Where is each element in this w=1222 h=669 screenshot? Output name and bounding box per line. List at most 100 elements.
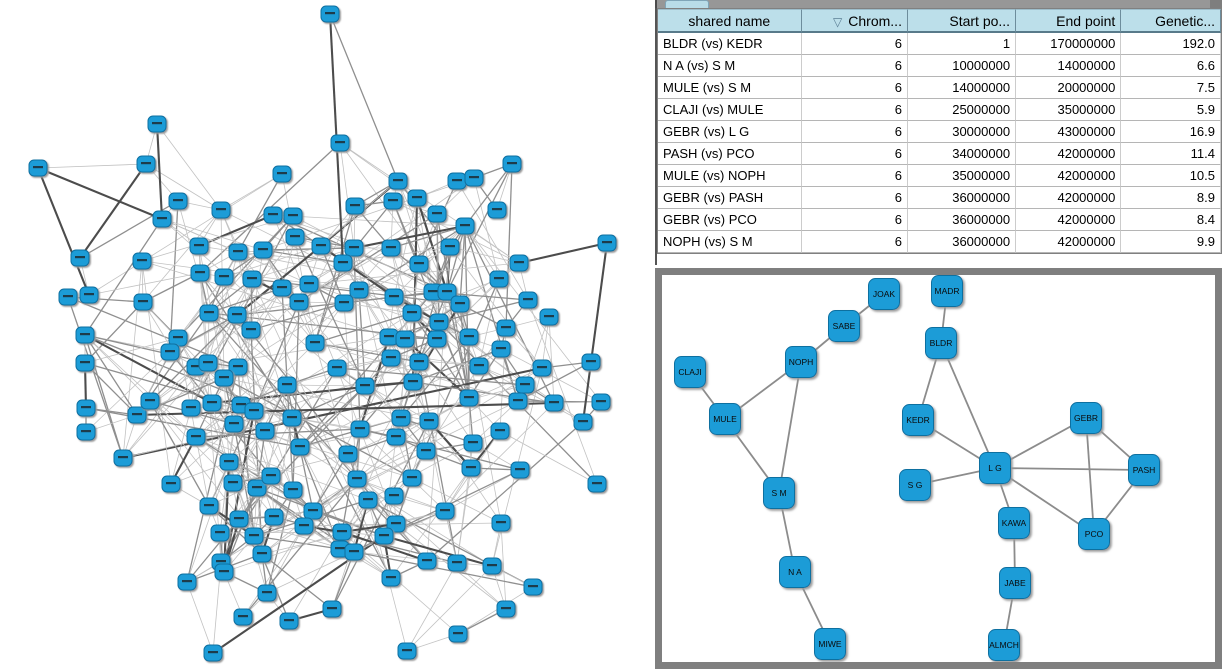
table-cell[interactable]: 20000000 <box>1016 77 1122 99</box>
column-header-shared-name[interactable]: shared name <box>658 9 802 33</box>
table-cell[interactable]: 36000000 <box>907 231 1017 253</box>
table-cell[interactable]: 14000000 <box>907 77 1017 99</box>
table-row[interactable]: NOPH (vs) S M 6 36000000 42000000 9.9 <box>658 231 1221 253</box>
main-graph-node[interactable] <box>75 354 95 372</box>
main-graph-node[interactable] <box>409 255 429 273</box>
main-graph-node[interactable] <box>330 134 350 152</box>
main-graph-node[interactable] <box>252 545 272 563</box>
main-graph-node[interactable] <box>261 467 281 485</box>
main-graph-node[interactable] <box>379 328 399 346</box>
main-graph-node[interactable] <box>435 502 455 520</box>
main-graph-node[interactable] <box>496 600 516 618</box>
main-graph-node[interactable] <box>459 389 479 407</box>
main-graph-node[interactable] <box>253 241 273 259</box>
column-header-start-point[interactable]: Start po... <box>907 9 1017 33</box>
main-graph-node[interactable] <box>272 165 292 183</box>
main-graph-node[interactable] <box>214 563 234 581</box>
main-graph-node[interactable] <box>277 376 297 394</box>
table-cell[interactable]: 42000000 <box>1016 209 1122 231</box>
detail-node-almch[interactable]: ALMCH <box>988 629 1020 661</box>
main-graph-node[interactable] <box>482 557 502 575</box>
table-row[interactable]: PASH (vs) PCO 6 34000000 42000000 11.4 <box>658 143 1221 165</box>
main-graph-node[interactable] <box>113 449 133 467</box>
main-graph-node[interactable] <box>487 201 507 219</box>
main-graph-node[interactable] <box>228 358 248 376</box>
detail-node-mule[interactable]: MULE <box>709 403 741 435</box>
main-graph-node[interactable] <box>383 192 403 210</box>
main-graph-node[interactable] <box>76 399 96 417</box>
table-cell[interactable]: 35000000 <box>1016 99 1122 121</box>
table-cell[interactable]: 10000000 <box>907 55 1017 77</box>
detail-node-kedr[interactable]: KEDR <box>902 404 934 436</box>
main-graph-node[interactable] <box>199 497 219 515</box>
table-cell[interactable]: 30000000 <box>907 121 1017 143</box>
main-graph-node[interactable] <box>448 625 468 643</box>
main-graph-node[interactable] <box>419 412 439 430</box>
main-graph-node[interactable] <box>384 487 404 505</box>
detail-node-bldr[interactable]: BLDR <box>925 327 957 359</box>
main-graph-node[interactable] <box>303 502 323 520</box>
main-graph-node[interactable] <box>203 644 223 662</box>
main-graph-node[interactable] <box>334 294 354 312</box>
main-graph-node[interactable] <box>461 459 481 477</box>
main-graph-node[interactable] <box>242 270 262 288</box>
main-graph-node[interactable] <box>305 334 325 352</box>
main-graph-node[interactable] <box>427 205 447 223</box>
main-graph-node[interactable] <box>463 434 483 452</box>
main-graph-node[interactable] <box>381 569 401 587</box>
main-graph-node[interactable] <box>539 308 559 326</box>
main-graph-node[interactable] <box>429 313 449 331</box>
main-graph-node[interactable] <box>190 264 210 282</box>
column-header-end-point[interactable]: End point <box>1016 9 1122 33</box>
main-graph-node[interactable] <box>386 515 406 533</box>
main-graph-node[interactable] <box>140 392 160 410</box>
table-cell[interactable]: NOPH (vs) S M <box>658 231 802 253</box>
detail-node-sabe[interactable]: SABE <box>828 310 860 342</box>
main-graph-node[interactable] <box>573 413 593 431</box>
table-cell[interactable]: PASH (vs) PCO <box>658 143 802 165</box>
main-graph-node[interactable] <box>133 293 153 311</box>
main-graph-node[interactable] <box>509 254 529 272</box>
detail-node-noph[interactable]: NOPH <box>785 346 817 378</box>
table-cell[interactable]: N A (vs) S M <box>658 55 802 77</box>
table-row[interactable]: MULE (vs) S M 6 14000000 20000000 7.5 <box>658 77 1221 99</box>
main-graph-node[interactable] <box>350 420 370 438</box>
main-graph-node[interactable] <box>416 442 436 460</box>
main-graph-node[interactable] <box>491 514 511 532</box>
main-graph-node[interactable] <box>28 159 48 177</box>
table-cell[interactable]: CLAJI (vs) MULE <box>658 99 802 121</box>
main-graph-node[interactable] <box>403 373 423 391</box>
main-graph-node[interactable] <box>333 254 353 272</box>
detail-node-n-a[interactable]: N A <box>779 556 811 588</box>
main-graph-node[interactable] <box>402 469 422 487</box>
main-graph-node[interactable] <box>285 228 305 246</box>
table-row[interactable]: GEBR (vs) L G 6 30000000 43000000 16.9 <box>658 121 1221 143</box>
main-graph-node[interactable] <box>437 283 457 301</box>
main-graph-node[interactable] <box>417 552 437 570</box>
table-cell[interactable]: GEBR (vs) PASH <box>658 187 802 209</box>
main-graph-node[interactable] <box>227 306 247 324</box>
main-graph-node[interactable] <box>344 543 364 561</box>
main-graph-node[interactable] <box>189 237 209 255</box>
main-network-canvas[interactable] <box>0 0 655 669</box>
main-graph-node[interactable] <box>228 243 248 261</box>
table-cell[interactable]: 6.6 <box>1121 55 1221 77</box>
table-cell[interactable]: 8.4 <box>1121 209 1221 231</box>
main-graph-node[interactable] <box>407 189 427 207</box>
table-cell[interactable]: 42000000 <box>1016 143 1122 165</box>
main-graph-node[interactable] <box>160 343 180 361</box>
table-row[interactable]: GEBR (vs) PASH 6 36000000 42000000 8.9 <box>658 187 1221 209</box>
table-cell[interactable]: GEBR (vs) L G <box>658 121 802 143</box>
main-graph-node[interactable] <box>320 5 340 23</box>
table-cell[interactable]: 43000000 <box>1016 121 1122 143</box>
table-cell[interactable]: 9.9 <box>1121 231 1221 253</box>
main-graph-node[interactable] <box>395 330 415 348</box>
main-graph-node[interactable] <box>127 406 147 424</box>
table-row[interactable]: MULE (vs) NOPH 6 35000000 42000000 10.5 <box>658 165 1221 187</box>
main-graph-node[interactable] <box>450 295 470 313</box>
main-graph-node[interactable] <box>459 328 479 346</box>
main-graph-node[interactable] <box>233 608 253 626</box>
main-graph-node[interactable] <box>402 304 422 322</box>
main-graph-node[interactable] <box>282 409 302 427</box>
main-graph-node[interactable] <box>355 377 375 395</box>
